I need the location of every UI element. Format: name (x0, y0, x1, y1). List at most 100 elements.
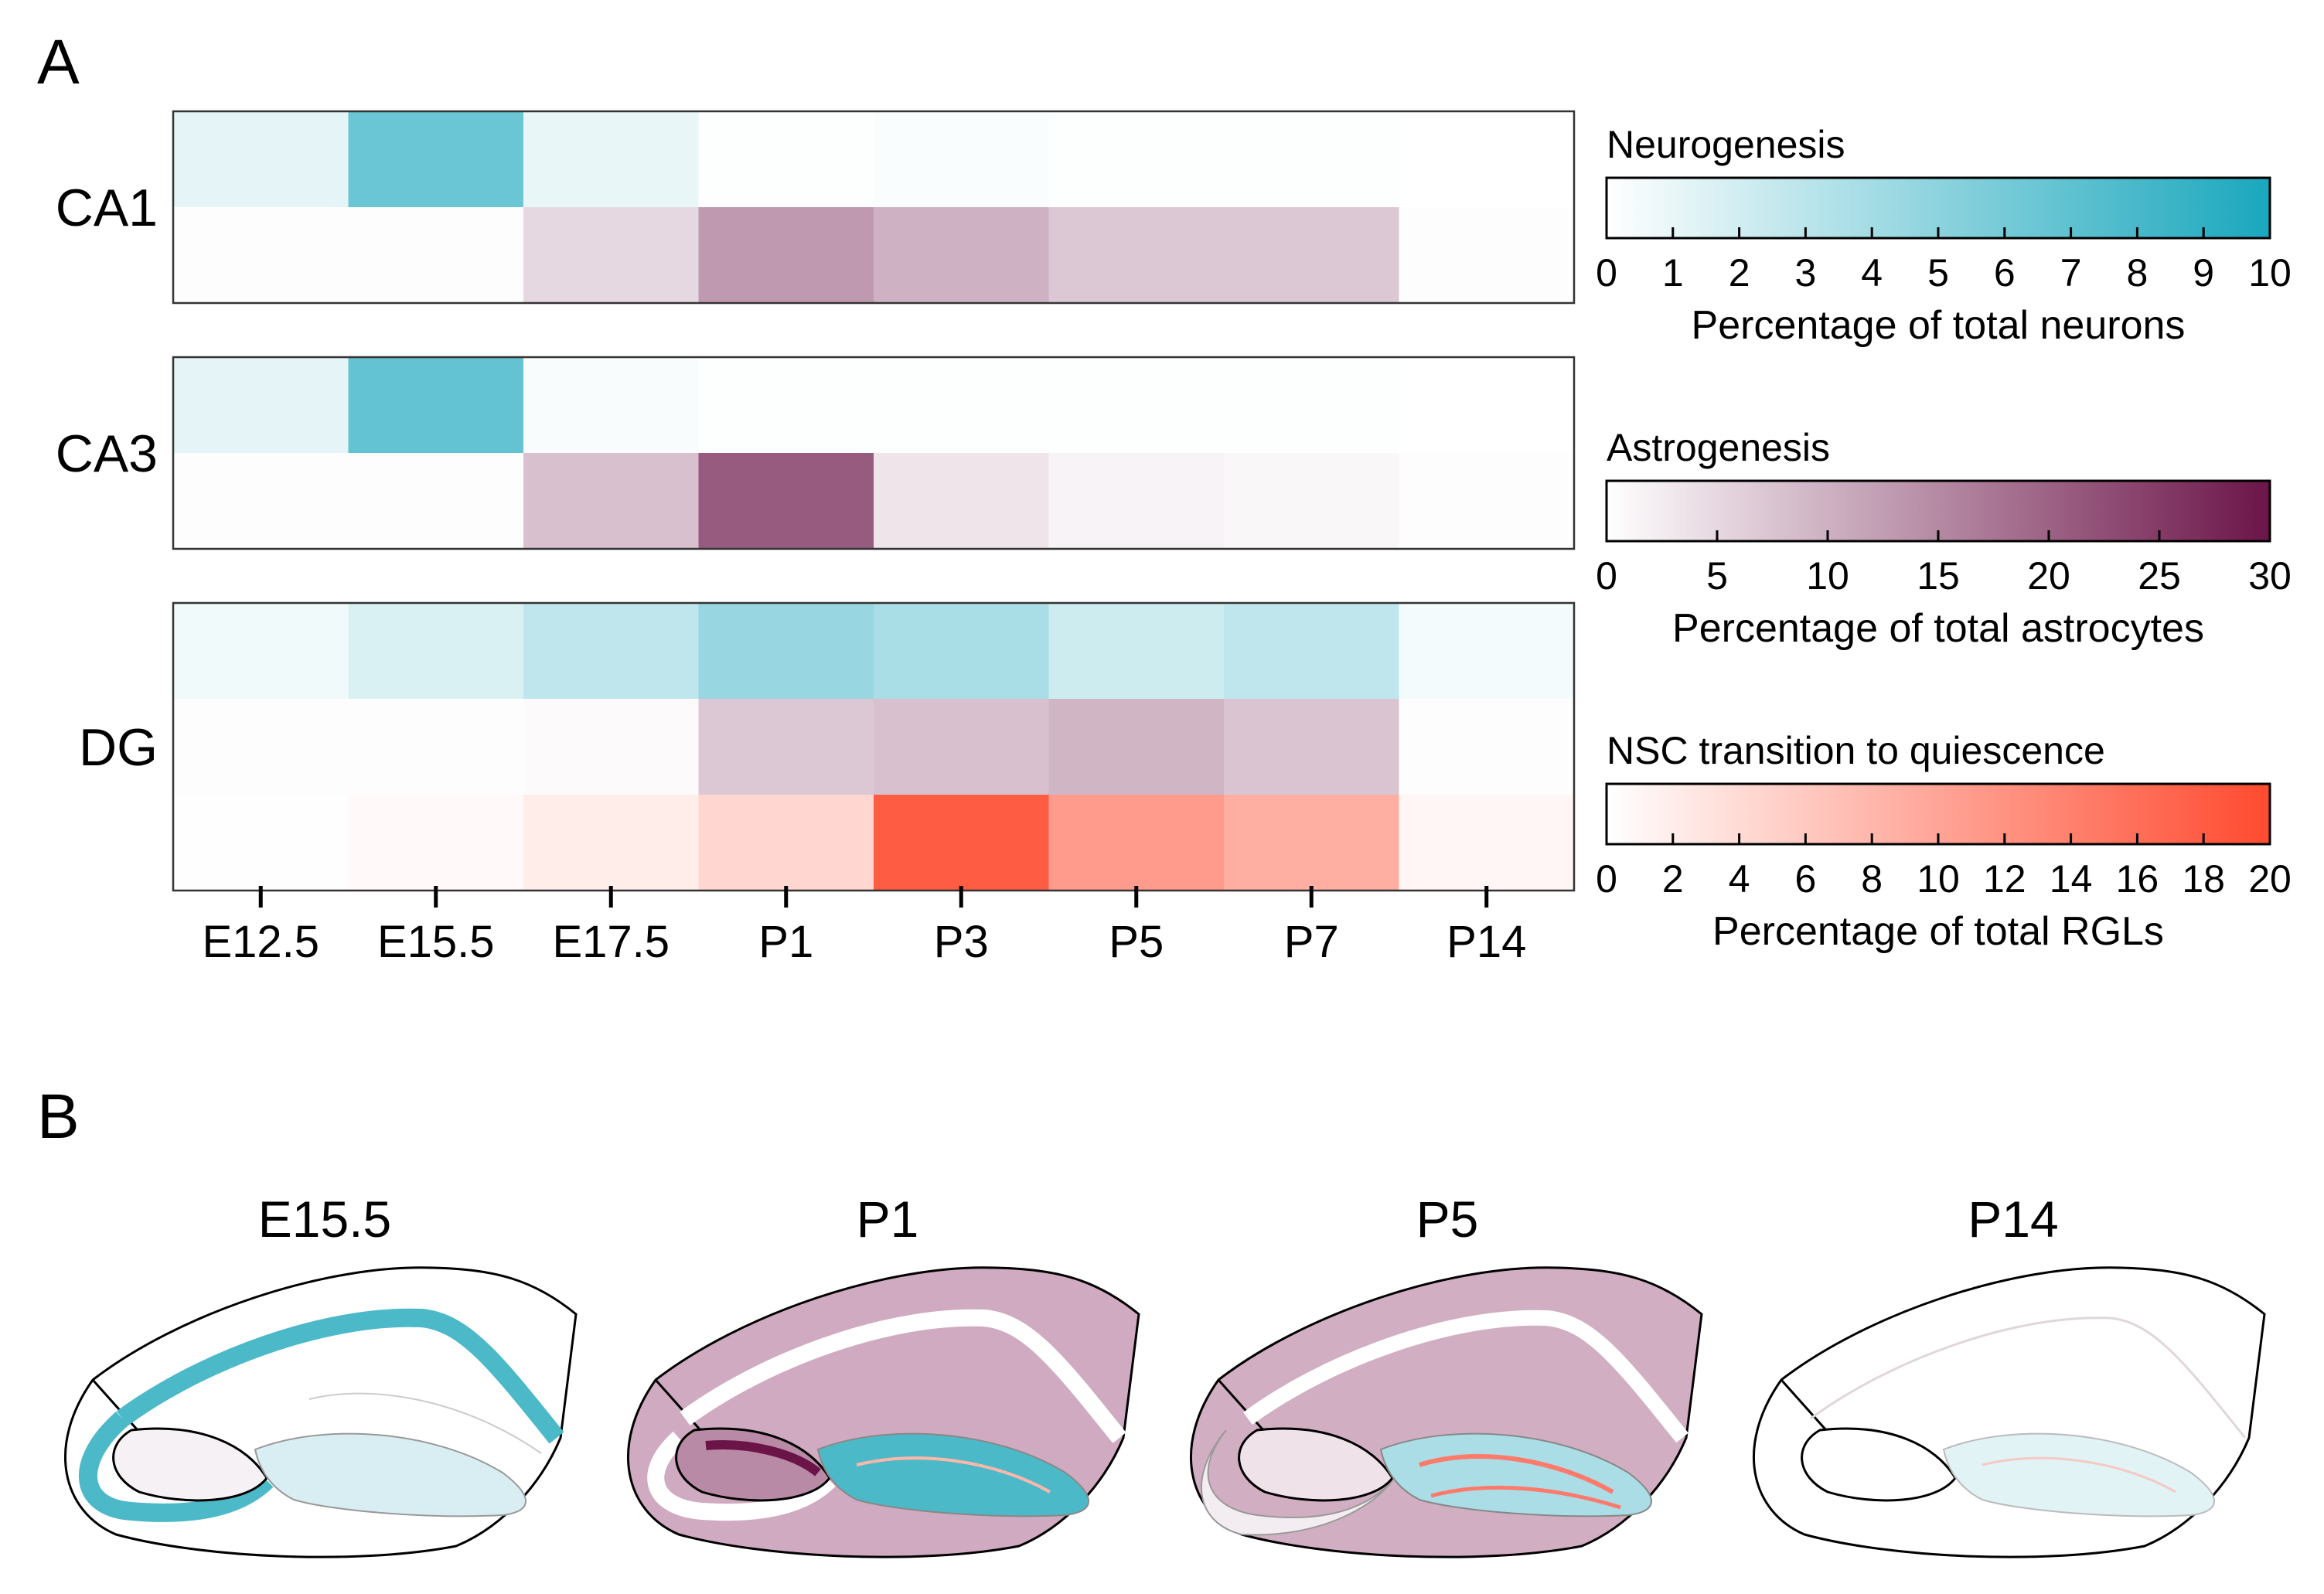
heatmap-cell (1399, 699, 1575, 795)
schematic-p5 (1189, 1266, 1703, 1558)
heatmap-cell (874, 699, 1050, 795)
heatmap-cell (1048, 603, 1225, 700)
heatmap-cell (173, 111, 349, 208)
legend-title: Astrogenesis (1607, 426, 1830, 469)
legend-tick-label: 25 (2138, 554, 2181, 598)
legend-title: Neurogenesis (1607, 123, 1845, 166)
legend-tick-label: 0 (1596, 554, 1617, 598)
heatmap-row-label: CA3 (56, 424, 158, 483)
heatmap-cell (1399, 357, 1575, 454)
legend-tick-label: 6 (1794, 857, 1816, 901)
heatmap-cell (1224, 453, 1400, 550)
heatmap-cell (1399, 603, 1575, 700)
heatmap-block-ca1: CA1 (56, 110, 1576, 305)
heatmap-cell (698, 111, 874, 208)
heatmap: CA1 CA3 DG E12.5 E15.5 E17.5 P1 P3 P5 P7 P14 (56, 110, 1576, 967)
heatmap-cell (1048, 699, 1225, 795)
heatmap-cell (1399, 111, 1575, 208)
ventricular-band-white-lower (647, 1431, 836, 1521)
ventricular-band-teal-lower (78, 1411, 274, 1522)
heatmap-cell (1224, 207, 1400, 304)
ca-region (1801, 1427, 1957, 1502)
heatmap-block-frame (172, 356, 1576, 550)
heatmap-cell (523, 453, 700, 550)
heatmap-cell (348, 699, 524, 795)
x-tick-label: E12.5 (202, 917, 319, 967)
legend-tick-label: 10 (2248, 251, 2292, 295)
legend-tick-label: 30 (2248, 554, 2292, 598)
legend-neurogenesis: Neurogenesis 0 1 2 3 4 5 6 7 8 9 10 Percentage of to… (1596, 123, 2292, 348)
heatmap-cell (523, 699, 700, 795)
legend-title: NSC transition to quiescence (1607, 729, 2105, 772)
panel-b-label: B (37, 1081, 80, 1152)
panel-a-label: A (37, 27, 80, 97)
heatmap-cell (874, 453, 1050, 550)
schematic-p14 (1752, 1266, 2266, 1558)
legend-nsc-quiescence: NSC transition to quiescence 0 2 4 6 8 10 12 14 1… (1596, 729, 2292, 954)
stage-title-p14: P14 (1968, 1190, 2058, 1248)
heatmap-cell (1048, 207, 1225, 304)
legend-tick-label: 9 (2193, 251, 2214, 295)
heatmap-cell (1399, 453, 1575, 550)
heatmap-cell (348, 357, 524, 454)
dg-layer (1982, 1456, 2176, 1494)
dg-region (1942, 1432, 2215, 1517)
heatmap-cell (698, 795, 874, 891)
ventricular-band-white (1243, 1310, 1688, 1443)
legend-tick-label: 5 (1927, 251, 1949, 295)
schematic-p1 (626, 1266, 1140, 1558)
legend-tick-label: 4 (1861, 251, 1883, 295)
legend-tick-label: 15 (1917, 554, 1960, 598)
heatmap-cell (523, 357, 700, 454)
legend-tick-label: 2 (1662, 857, 1684, 901)
ventricular-band-white (680, 1309, 1126, 1443)
legend-tick-label: 1 (1662, 251, 1684, 295)
stage-title-e15: E15.5 (258, 1190, 391, 1248)
heatmap-cell (523, 111, 700, 208)
legend-tick-label: 8 (1861, 857, 1883, 901)
schematic-e15 (63, 1266, 578, 1558)
heatmap-cell (698, 603, 874, 700)
legend-axis-label: Percentage of total astrocytes (1672, 606, 2204, 651)
heatmap-cell (698, 699, 874, 795)
ventricular-band-teal (116, 1308, 564, 1444)
heatmap-cell (348, 111, 524, 208)
heatmap-cell (173, 453, 349, 550)
x-tick-label: P14 (1447, 917, 1526, 967)
heatmap-block-frame (172, 110, 1576, 305)
heatmap-block-dg: DG (79, 601, 1576, 892)
heatmap-cell (348, 795, 524, 891)
heatmap-cell (1048, 111, 1225, 208)
x-tick-label: E15.5 (377, 917, 495, 967)
heatmap-cell (348, 207, 524, 304)
legend-tick-label: 14 (2050, 857, 2093, 901)
x-tick-label: P5 (1109, 917, 1164, 967)
ventricular-contour (1810, 1316, 2247, 1439)
stage-title-p1: P1 (857, 1190, 919, 1248)
legend-tick-label: 6 (1994, 251, 2016, 295)
legend-tick-label: 20 (2027, 554, 2070, 598)
legend-axis-label: Percentage of total neurons (1692, 303, 2186, 348)
legend-tick-label: 3 (1794, 251, 1816, 295)
legend-axis-label: Percentage of total RGLs (1712, 909, 2164, 954)
dg-region (254, 1432, 526, 1517)
legend-tick-label: 16 (2116, 857, 2159, 901)
heatmap-cell (523, 207, 700, 304)
legend-tick-label: 0 (1596, 251, 1617, 295)
heatmap-cell (874, 603, 1050, 700)
stage-title-p5: P5 (1416, 1190, 1479, 1248)
x-tick-label: P7 (1284, 917, 1339, 967)
heatmap-block-frame (172, 601, 1576, 892)
heatmap-cell (874, 795, 1050, 891)
heatmap-cell (874, 111, 1050, 208)
legend-tick-label: 5 (1706, 554, 1728, 598)
ca-layer-plum (705, 1440, 821, 1476)
heatmap-cell (874, 357, 1050, 454)
boundary-line (1780, 1379, 1828, 1431)
legend-tick-label: 8 (2126, 251, 2148, 295)
heatmap-cell (1399, 795, 1575, 891)
dg-layer-coral (1419, 1453, 1614, 1494)
legend-astrogenesis: Astrogenesis 0 5 10 15 20 25 30 Percentage of to… (1596, 426, 2292, 651)
heatmap-cell (1224, 111, 1400, 208)
